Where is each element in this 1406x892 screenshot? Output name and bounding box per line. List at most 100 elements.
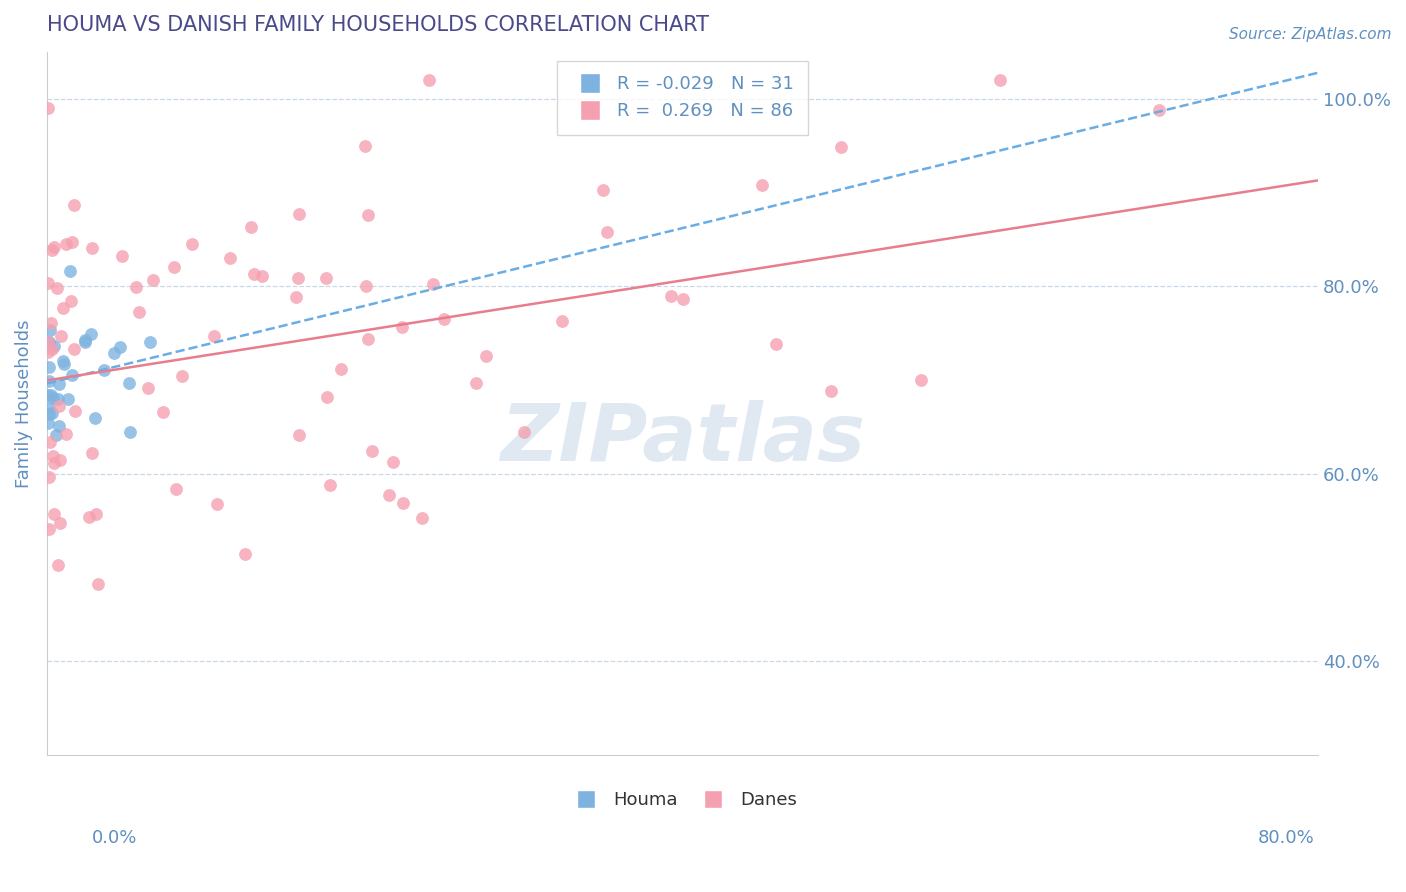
Point xyxy=(41,244,63,258)
Point xyxy=(592,183,614,197)
Point xyxy=(118,376,141,390)
Point xyxy=(80,241,103,255)
Point xyxy=(139,334,162,349)
Point xyxy=(152,405,174,419)
Point xyxy=(128,304,150,318)
Point xyxy=(392,496,415,510)
Point xyxy=(422,277,444,291)
Point xyxy=(39,324,62,338)
Point xyxy=(37,416,59,430)
Text: ZIPatlas: ZIPatlas xyxy=(501,400,865,477)
Point xyxy=(103,346,125,360)
Point xyxy=(418,73,440,87)
Point xyxy=(49,452,72,467)
Point xyxy=(319,477,342,491)
Point xyxy=(411,511,433,525)
Point xyxy=(42,339,65,353)
Point xyxy=(48,399,70,413)
Point xyxy=(84,410,107,425)
Point xyxy=(37,344,59,359)
Point xyxy=(512,425,534,439)
Point xyxy=(765,336,787,351)
Legend: Houma, Danes: Houma, Danes xyxy=(561,784,804,816)
Point xyxy=(1147,103,1170,118)
Point xyxy=(288,428,311,442)
Point xyxy=(44,240,66,254)
Point xyxy=(51,353,73,368)
Point xyxy=(73,334,96,349)
Point xyxy=(39,388,62,402)
Point xyxy=(285,289,308,303)
Point xyxy=(202,329,225,343)
Point xyxy=(46,558,69,572)
Point xyxy=(356,278,378,293)
Point xyxy=(38,335,60,350)
Point xyxy=(63,197,86,211)
Point xyxy=(125,280,148,294)
Point xyxy=(136,381,159,395)
Point xyxy=(357,332,380,346)
Point xyxy=(62,342,84,356)
Point xyxy=(671,292,693,306)
Point xyxy=(46,281,69,295)
Point xyxy=(315,390,337,404)
Point xyxy=(48,376,70,391)
Point xyxy=(52,357,75,371)
Point xyxy=(250,269,273,284)
Point xyxy=(39,316,62,330)
Point xyxy=(42,507,65,521)
Point xyxy=(142,272,165,286)
Point xyxy=(56,392,79,406)
Point xyxy=(988,73,1011,87)
Point xyxy=(111,249,134,263)
Point xyxy=(361,444,384,458)
Point xyxy=(165,482,187,496)
Point xyxy=(49,328,72,343)
Point xyxy=(288,207,311,221)
Point xyxy=(86,577,108,591)
Point xyxy=(242,267,264,281)
Y-axis label: Family Households: Family Households xyxy=(15,319,32,488)
Point xyxy=(37,334,59,349)
Point xyxy=(330,362,353,376)
Point xyxy=(551,314,574,328)
Point xyxy=(84,508,107,522)
Point xyxy=(37,101,59,115)
Point xyxy=(820,384,842,399)
Point xyxy=(75,333,97,347)
Point xyxy=(80,327,103,342)
Point xyxy=(55,237,77,252)
Point xyxy=(751,178,773,192)
Point xyxy=(38,374,60,388)
Point xyxy=(120,425,142,439)
Point xyxy=(38,407,60,421)
Point xyxy=(910,373,932,387)
Point xyxy=(55,426,77,441)
Point xyxy=(475,350,498,364)
Point xyxy=(38,401,60,416)
Text: Source: ZipAtlas.com: Source: ZipAtlas.com xyxy=(1229,27,1392,42)
Point xyxy=(108,340,131,354)
Text: 0.0%: 0.0% xyxy=(91,829,136,847)
Point xyxy=(382,455,405,469)
Point xyxy=(42,449,65,463)
Point xyxy=(239,219,262,234)
Point xyxy=(59,293,82,308)
Point xyxy=(163,260,186,274)
Point xyxy=(77,510,100,524)
Point xyxy=(181,237,204,252)
Point xyxy=(315,271,337,285)
Point xyxy=(37,388,59,402)
Point xyxy=(287,271,309,285)
Point xyxy=(38,359,60,374)
Point xyxy=(48,392,70,406)
Point xyxy=(233,547,256,561)
Point xyxy=(49,516,72,530)
Point xyxy=(62,368,84,383)
Point xyxy=(353,139,375,153)
Point xyxy=(830,140,852,154)
Point xyxy=(42,457,65,471)
Point xyxy=(42,391,65,405)
Point xyxy=(219,251,242,265)
Point xyxy=(39,434,62,449)
